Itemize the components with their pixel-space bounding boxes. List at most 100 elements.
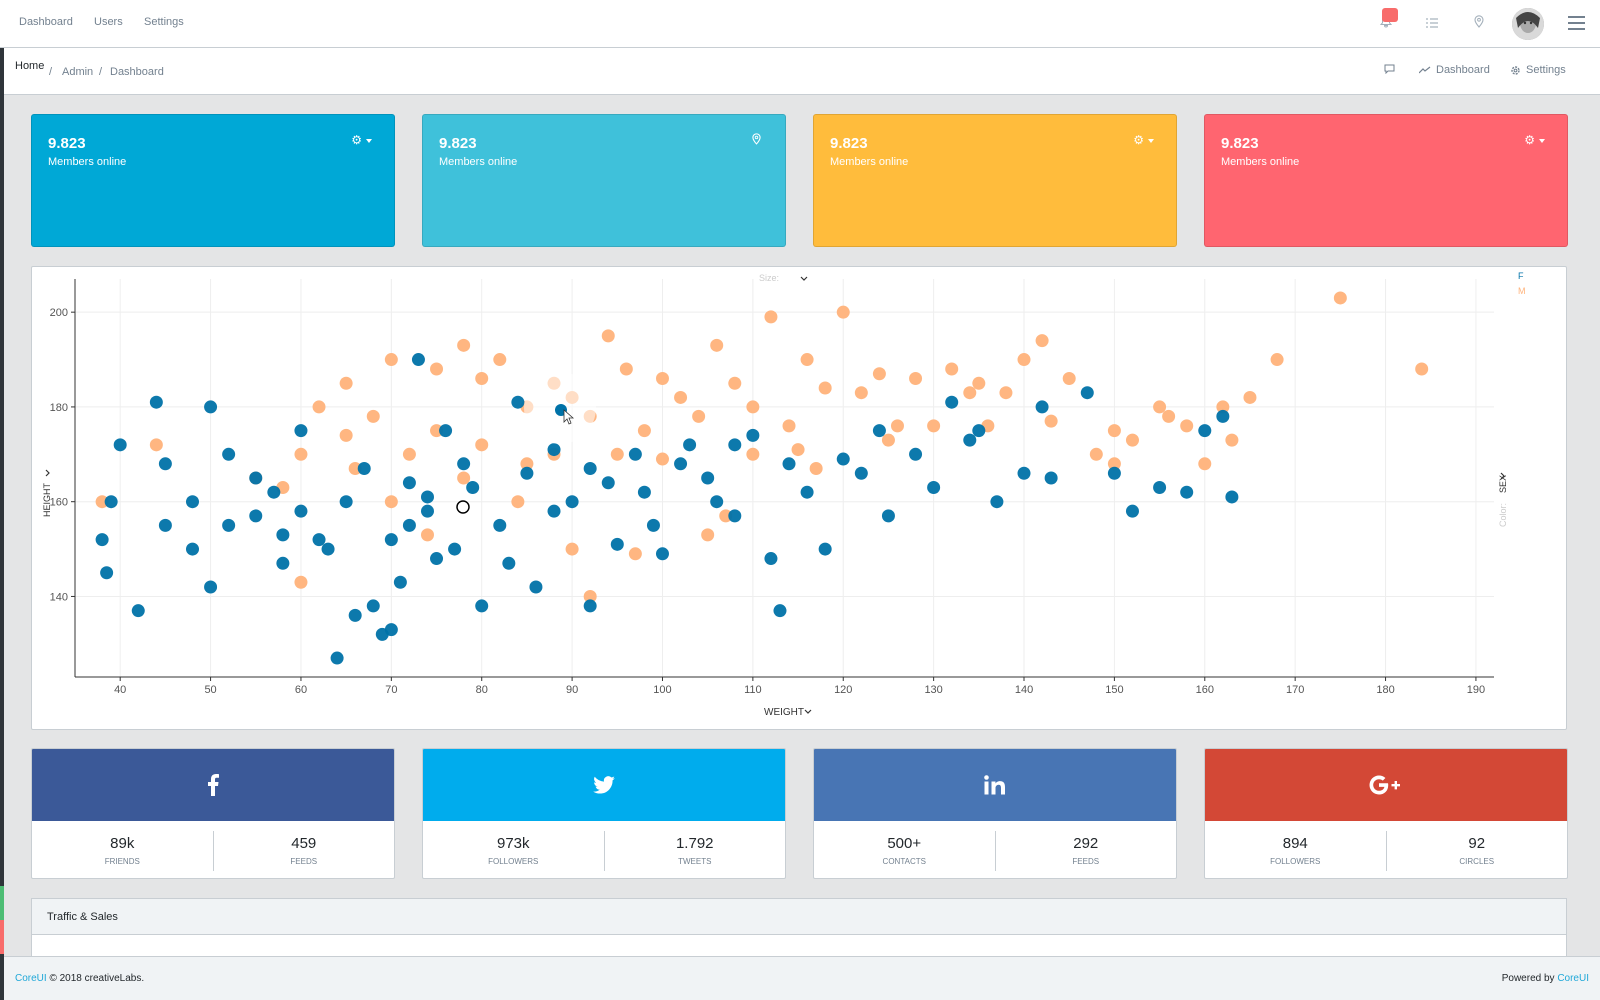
avatar[interactable] [1512,8,1544,40]
dashboard-tool-label: Dashboard [1436,64,1490,76]
scatter-point-m [511,495,525,509]
scatter-point-f [818,542,832,556]
scatter-point-f [384,623,398,637]
stat-settings-dropdown[interactable]: ⚙ [1133,133,1154,147]
scatter-point-f [655,547,669,561]
x-tick-label: 160 [1196,684,1214,696]
facebook-icon [208,774,219,796]
x-tick-label: 150 [1105,684,1123,696]
scatter-point-f [872,424,886,438]
sidebar-green-indicator [0,886,4,920]
notification-badge [1382,8,1398,22]
y-axis-chevron-icon[interactable] [45,469,50,477]
scatter-point-f [1017,466,1031,480]
scatter-point-f [294,424,308,438]
scatter-point-m [520,457,534,471]
scatter-point-f [204,580,218,594]
scatter-point-f [746,428,760,442]
scatter-point-f [439,424,453,438]
y-axis-label[interactable]: HEIGHT [42,482,52,517]
scatter-point-m [746,447,760,461]
scatter-point-f [511,395,525,409]
linkedin-icon [984,775,1005,795]
scatter-point-f [610,537,624,551]
color-field-label[interactable]: SEX [1498,475,1508,493]
stat-settings-dropdown[interactable]: ⚙ [351,133,372,147]
scatter-point-f [881,509,895,523]
scatter-point-f [990,495,1004,509]
stat-label: Members online [439,156,518,168]
scatter-point-f [249,471,263,485]
x-axis-chevron-down-icon[interactable] [804,709,812,714]
scatter-point-m [972,376,986,390]
size-selector-label[interactable]: Size: [759,273,779,283]
scatter-point-f [393,575,407,589]
map-pin-icon[interactable] [1469,14,1489,34]
breadcrumb-admin[interactable]: Admin [62,66,94,78]
x-tick-label: 130 [924,684,942,696]
scatter-point-f [683,438,697,452]
legend-item-f: F [1518,271,1524,281]
scatter-point-f [222,447,236,461]
scatter-point-f [348,608,362,622]
stat-value: 973k [496,835,530,852]
stat-label: Members online [1221,156,1300,168]
scatter-point-f [475,599,489,613]
chart-points [95,291,1429,665]
settings-tool-label: Settings [1526,64,1566,76]
scatter-chart: 40 50 60 70 80 90 100 110 120 130 140 150 160 170 180 1… [42,271,1526,718]
color-chevron-icon[interactable] [1500,472,1505,480]
scatter-point-m [1243,390,1257,404]
scatter-point-m [1044,414,1058,428]
chart-grid [75,279,1494,677]
scatter-point-m [402,447,416,461]
chart-legend: FM [1518,271,1526,296]
scatter-point-m [628,547,642,561]
scatter-point-m [1153,400,1167,414]
footer-powered-link[interactable]: CoreUI [1557,973,1589,984]
breadcrumb-home[interactable]: Home [15,60,45,72]
footer-powered-by: Powered by [1501,973,1555,984]
x-tick-label: 120 [834,684,852,696]
comment-button[interactable] [1384,64,1395,74]
scatter-point-f [466,480,480,494]
scatter-point-f [100,566,114,580]
scatter-point-m [430,362,444,376]
nav-users[interactable]: Users [94,16,123,28]
dashboard-tool-button[interactable]: Dashboard [1419,64,1490,76]
scatter-point-m [294,447,308,461]
scatter-point-m [872,367,886,381]
footer-brand-link[interactable]: CoreUI [15,973,47,984]
stat-value: 9.823 [830,135,868,152]
scatter-point-f [185,495,199,509]
scatter-point-m [493,353,507,367]
stat-settings-dropdown[interactable]: ⚙ [1524,133,1545,147]
stat-location-button[interactable] [752,133,761,148]
scatter-point-f [583,599,597,613]
scatter-point-f [637,485,651,499]
scatter-point-f [583,462,597,476]
color-selector-label[interactable]: Color: [1498,503,1508,527]
list-icon[interactable] [1422,14,1442,34]
stat-label: tweets [678,857,712,866]
nav-settings[interactable]: Settings [144,16,184,28]
scatter-point-f [502,556,516,570]
x-tick-label: 90 [566,684,578,696]
scatter-point-m [348,462,362,476]
scatter-point-m [1180,419,1194,433]
scatter-point-f [1080,386,1094,400]
scatter-point-m [809,462,823,476]
hamburger-icon[interactable] [1568,16,1585,30]
scatter-point-m [294,575,308,589]
settings-tool-button[interactable]: Settings [1510,64,1566,76]
scatter-point-m [1270,353,1284,367]
x-tick-label: 190 [1467,684,1485,696]
size-chevron-down-icon[interactable] [800,276,808,281]
x-axis-label[interactable]: WEIGHT [764,707,804,718]
x-tick-label: 180 [1376,684,1394,696]
scatter-point-f [411,353,425,367]
stat-label: feeds [1072,857,1100,866]
scatter-point-f [457,457,471,471]
sidebar-minimized [0,48,4,1000]
nav-dashboard[interactable]: Dashboard [19,16,73,28]
